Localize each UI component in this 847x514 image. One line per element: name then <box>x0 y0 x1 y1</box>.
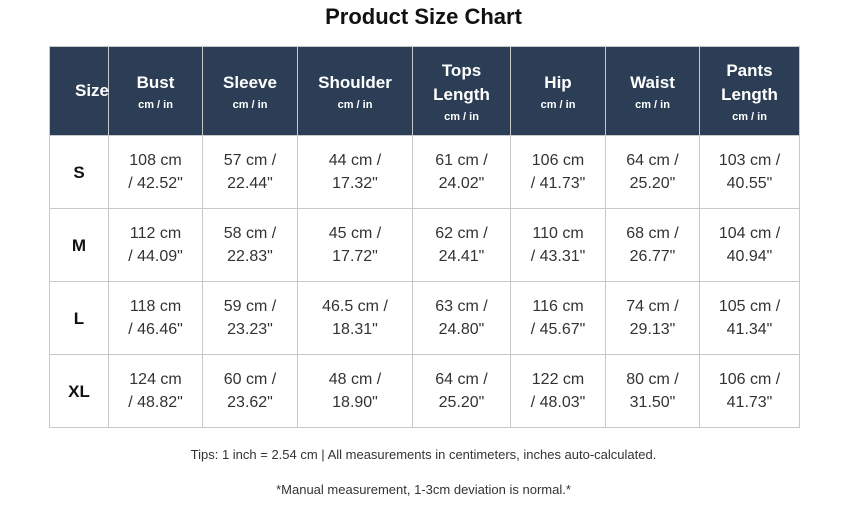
size-table: Size Bust cm / in Sleeve cm / in Shoulder cm /… <box>49 46 800 428</box>
cell-text: 68 cm / 26.77" <box>626 225 679 265</box>
cell: 112 cm / 44.09" <box>108 208 203 282</box>
cell-text: 63 cm / 24.80" <box>435 298 488 338</box>
column-unit: cm / in <box>540 98 576 111</box>
cell-text: 61 cm / 24.02" <box>435 152 488 192</box>
cell-text: 58 cm / 22.83" <box>223 225 277 265</box>
row: M 112 cm / 44.09" 58 cm / 22.83" 45 cm / 17… <box>49 208 800 282</box>
column-name: Size <box>74 81 110 100</box>
cell-text: 104 cm / 40.94" <box>718 225 781 265</box>
column-unit: cm / in <box>732 110 767 123</box>
cell: 105 cm / 41.34" <box>699 281 800 355</box>
cell: 63 cm / 24.80" <box>412 281 511 355</box>
table-body: S 108 cm / 42.52" 57 cm / 22.44" 44 cm / 17… <box>49 135 800 428</box>
size-cell: S <box>49 135 109 209</box>
cell: 116 cm / 45.67" <box>510 281 606 355</box>
tips: Tips: 1 inch = 2.54 cm | All measurement… <box>190 447 657 462</box>
cell-text: 105 cm / 41.34" <box>718 298 781 338</box>
column-name: Waist <box>630 72 675 92</box>
cell: 118 cm / 46.46" <box>108 281 203 355</box>
cell: 64 cm / 25.20" <box>412 354 511 428</box>
column-unit: cm / in <box>635 98 670 111</box>
cell: 124 cm / 48.82" <box>108 354 203 428</box>
cell-text: 112 cm / 44.09" <box>128 225 183 265</box>
cell: 59 cm / 23.23" <box>202 281 298 355</box>
cell: 44 cm / 17.32" <box>297 135 413 209</box>
cell: 68 cm / 26.77" <box>605 208 700 282</box>
row: XL 124 cm / 48.82" 60 cm / 23.62" 48 cm / 1… <box>49 354 800 428</box>
column-name: Pants Length <box>721 60 778 104</box>
cell-text: 80 cm / 31.50" <box>626 371 679 411</box>
column-name: Hip <box>544 72 572 92</box>
cell-text: 116 cm / 45.67" <box>530 298 586 338</box>
column-unit: cm / in <box>138 98 173 111</box>
cell: 106 cm / 41.73" <box>699 354 800 428</box>
size-cell: M <box>49 208 109 282</box>
cell-text: 106 cm / 41.73" <box>530 152 586 192</box>
cell-text: 118 cm / 46.46" <box>128 298 183 338</box>
column-name: Sleeve <box>223 72 277 92</box>
column-header: Bust cm / in <box>108 46 203 136</box>
cell: 122 cm / 48.03" <box>510 354 606 428</box>
column-header: Pants Length cm / in <box>699 46 800 136</box>
cell-text: 64 cm / 25.20" <box>626 152 679 192</box>
cell: 80 cm / 31.50" <box>605 354 700 428</box>
column-header: Waist cm / in <box>605 46 700 136</box>
cell: 64 cm / 25.20" <box>605 135 700 209</box>
note: *Manual measurement, 1-3cm deviation is … <box>276 482 571 497</box>
cell-text: 48 cm / 18.90" <box>328 371 382 411</box>
cell-text: 62 cm / 24.41" <box>435 225 488 265</box>
cell: 108 cm / 42.52" <box>108 135 203 209</box>
cell: 58 cm / 22.83" <box>202 208 298 282</box>
column-unit: cm / in <box>337 98 373 111</box>
cell: 46.5 cm / 18.31" <box>297 281 413 355</box>
cell-text: 103 cm / 40.55" <box>718 152 781 192</box>
column-name: Bust <box>136 72 175 92</box>
cell-text: 124 cm / 48.82" <box>128 371 183 411</box>
column-header: Hip cm / in <box>510 46 606 136</box>
cell-text: 46.5 cm / 18.31" <box>322 298 388 338</box>
cell: 74 cm / 29.13" <box>605 281 700 355</box>
row: S 108 cm / 42.52" 57 cm / 22.44" 44 cm / 17… <box>49 135 800 209</box>
cell: 45 cm / 17.72" <box>297 208 413 282</box>
cell-text: 59 cm / 23.23" <box>223 298 277 338</box>
column-header: Tops Length cm / in <box>412 46 511 136</box>
size-cell: XL <box>49 354 109 428</box>
size-cell: L <box>49 281 109 355</box>
cell-text: 74 cm / 29.13" <box>626 298 679 338</box>
cell: 60 cm / 23.62" <box>202 354 298 428</box>
row: L 118 cm / 46.46" 59 cm / 23.23" 46.5 cm / … <box>49 281 800 355</box>
cell: 104 cm / 40.94" <box>699 208 800 282</box>
cell: 106 cm / 41.73" <box>510 135 606 209</box>
column-unit: cm / in <box>444 110 479 123</box>
column-header: Sleeve cm / in <box>202 46 298 136</box>
header-row: Size Bust cm / in Sleeve cm / in Shoulder cm /… <box>49 46 800 136</box>
column-header: Shoulder cm / in <box>297 46 413 136</box>
cell-text: 122 cm / 48.03" <box>530 371 586 411</box>
column-header: Size <box>49 46 109 136</box>
cell: 62 cm / 24.41" <box>412 208 511 282</box>
cell: 110 cm / 43.31" <box>510 208 606 282</box>
cell-text: 44 cm / 17.32" <box>328 152 382 192</box>
cell-text: 45 cm / 17.72" <box>328 225 382 265</box>
column-name: Shoulder <box>318 72 392 92</box>
cell: 57 cm / 22.44" <box>202 135 298 209</box>
cell: 48 cm / 18.90" <box>297 354 413 428</box>
cell: 61 cm / 24.02" <box>412 135 511 209</box>
column-unit: cm / in <box>232 98 268 111</box>
cell-text: 110 cm / 43.31" <box>530 225 586 265</box>
cell-text: 106 cm / 41.73" <box>718 371 781 411</box>
cell-text: 57 cm / 22.44" <box>223 152 277 192</box>
title: Product Size Chart <box>325 4 522 29</box>
cell-text: 108 cm / 42.52" <box>128 152 183 192</box>
cell-text: 64 cm / 25.20" <box>435 371 488 411</box>
cell-text: 60 cm / 23.62" <box>223 371 277 411</box>
cell: 103 cm / 40.55" <box>699 135 800 209</box>
column-name: Tops Length <box>433 60 490 104</box>
